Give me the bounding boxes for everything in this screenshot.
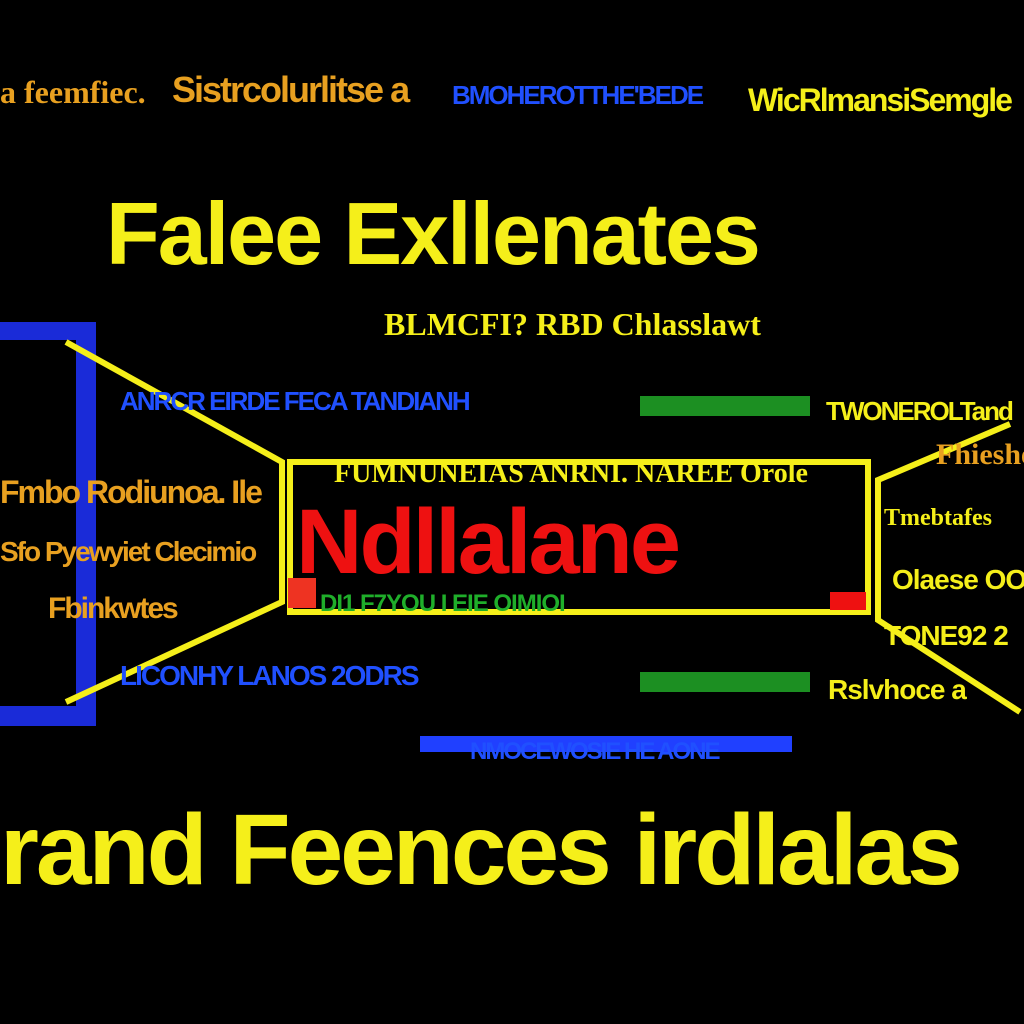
row-text: NMOCEWOSIE HE AONE (470, 738, 720, 765)
center-caption: FUMNUNEIAS ANRNI. NAREE Orole (334, 458, 808, 489)
right-connector (875, 421, 1022, 715)
green-bar (640, 396, 810, 416)
right-label: Rslvhoce a (828, 674, 967, 705)
row-text: TWONEROLTand (826, 396, 1014, 426)
left-panel-inner (0, 340, 76, 706)
left-label: Sfo Pyewyiet Clecimio (0, 536, 257, 567)
header-text: a feemfiec. (0, 74, 146, 110)
header-text: Sistrcolurlitse a (172, 69, 410, 110)
left-label: Fmbo Rodiunoa. Ile (0, 474, 263, 510)
left-label: Fbinkwtes (48, 592, 179, 625)
center-name: Ndllalane (296, 491, 681, 593)
blue-bar (420, 736, 792, 752)
title: Falee Exllenates (106, 184, 761, 283)
green-bar (640, 672, 810, 692)
right-label: Fhieshe (936, 438, 1024, 471)
center-caption: DI1 F7YOU I EIE OIMIOI (320, 590, 566, 617)
center-box (287, 459, 871, 615)
footer-title: rand Feences irdlalas (0, 794, 963, 906)
right-label: TONE92 2 (884, 620, 1009, 651)
header-text: BMOHEROTTHE'BEDE (452, 80, 704, 110)
right-label: Olaese OO (892, 564, 1024, 595)
subtitle: BLMCFI? RBD Chlasslawt (384, 306, 761, 342)
right-label: Tmebtafes (884, 505, 992, 531)
row-text: LICONHY LANOS 2ODRS (120, 660, 420, 691)
center-box-accent (288, 578, 316, 608)
row-text: ANRCR EIRDE FECA TANDIANH (120, 386, 471, 416)
center-box-accent (830, 592, 866, 610)
header-text: WicRlmansiSemgle (748, 82, 1013, 118)
left-connector (64, 339, 285, 705)
